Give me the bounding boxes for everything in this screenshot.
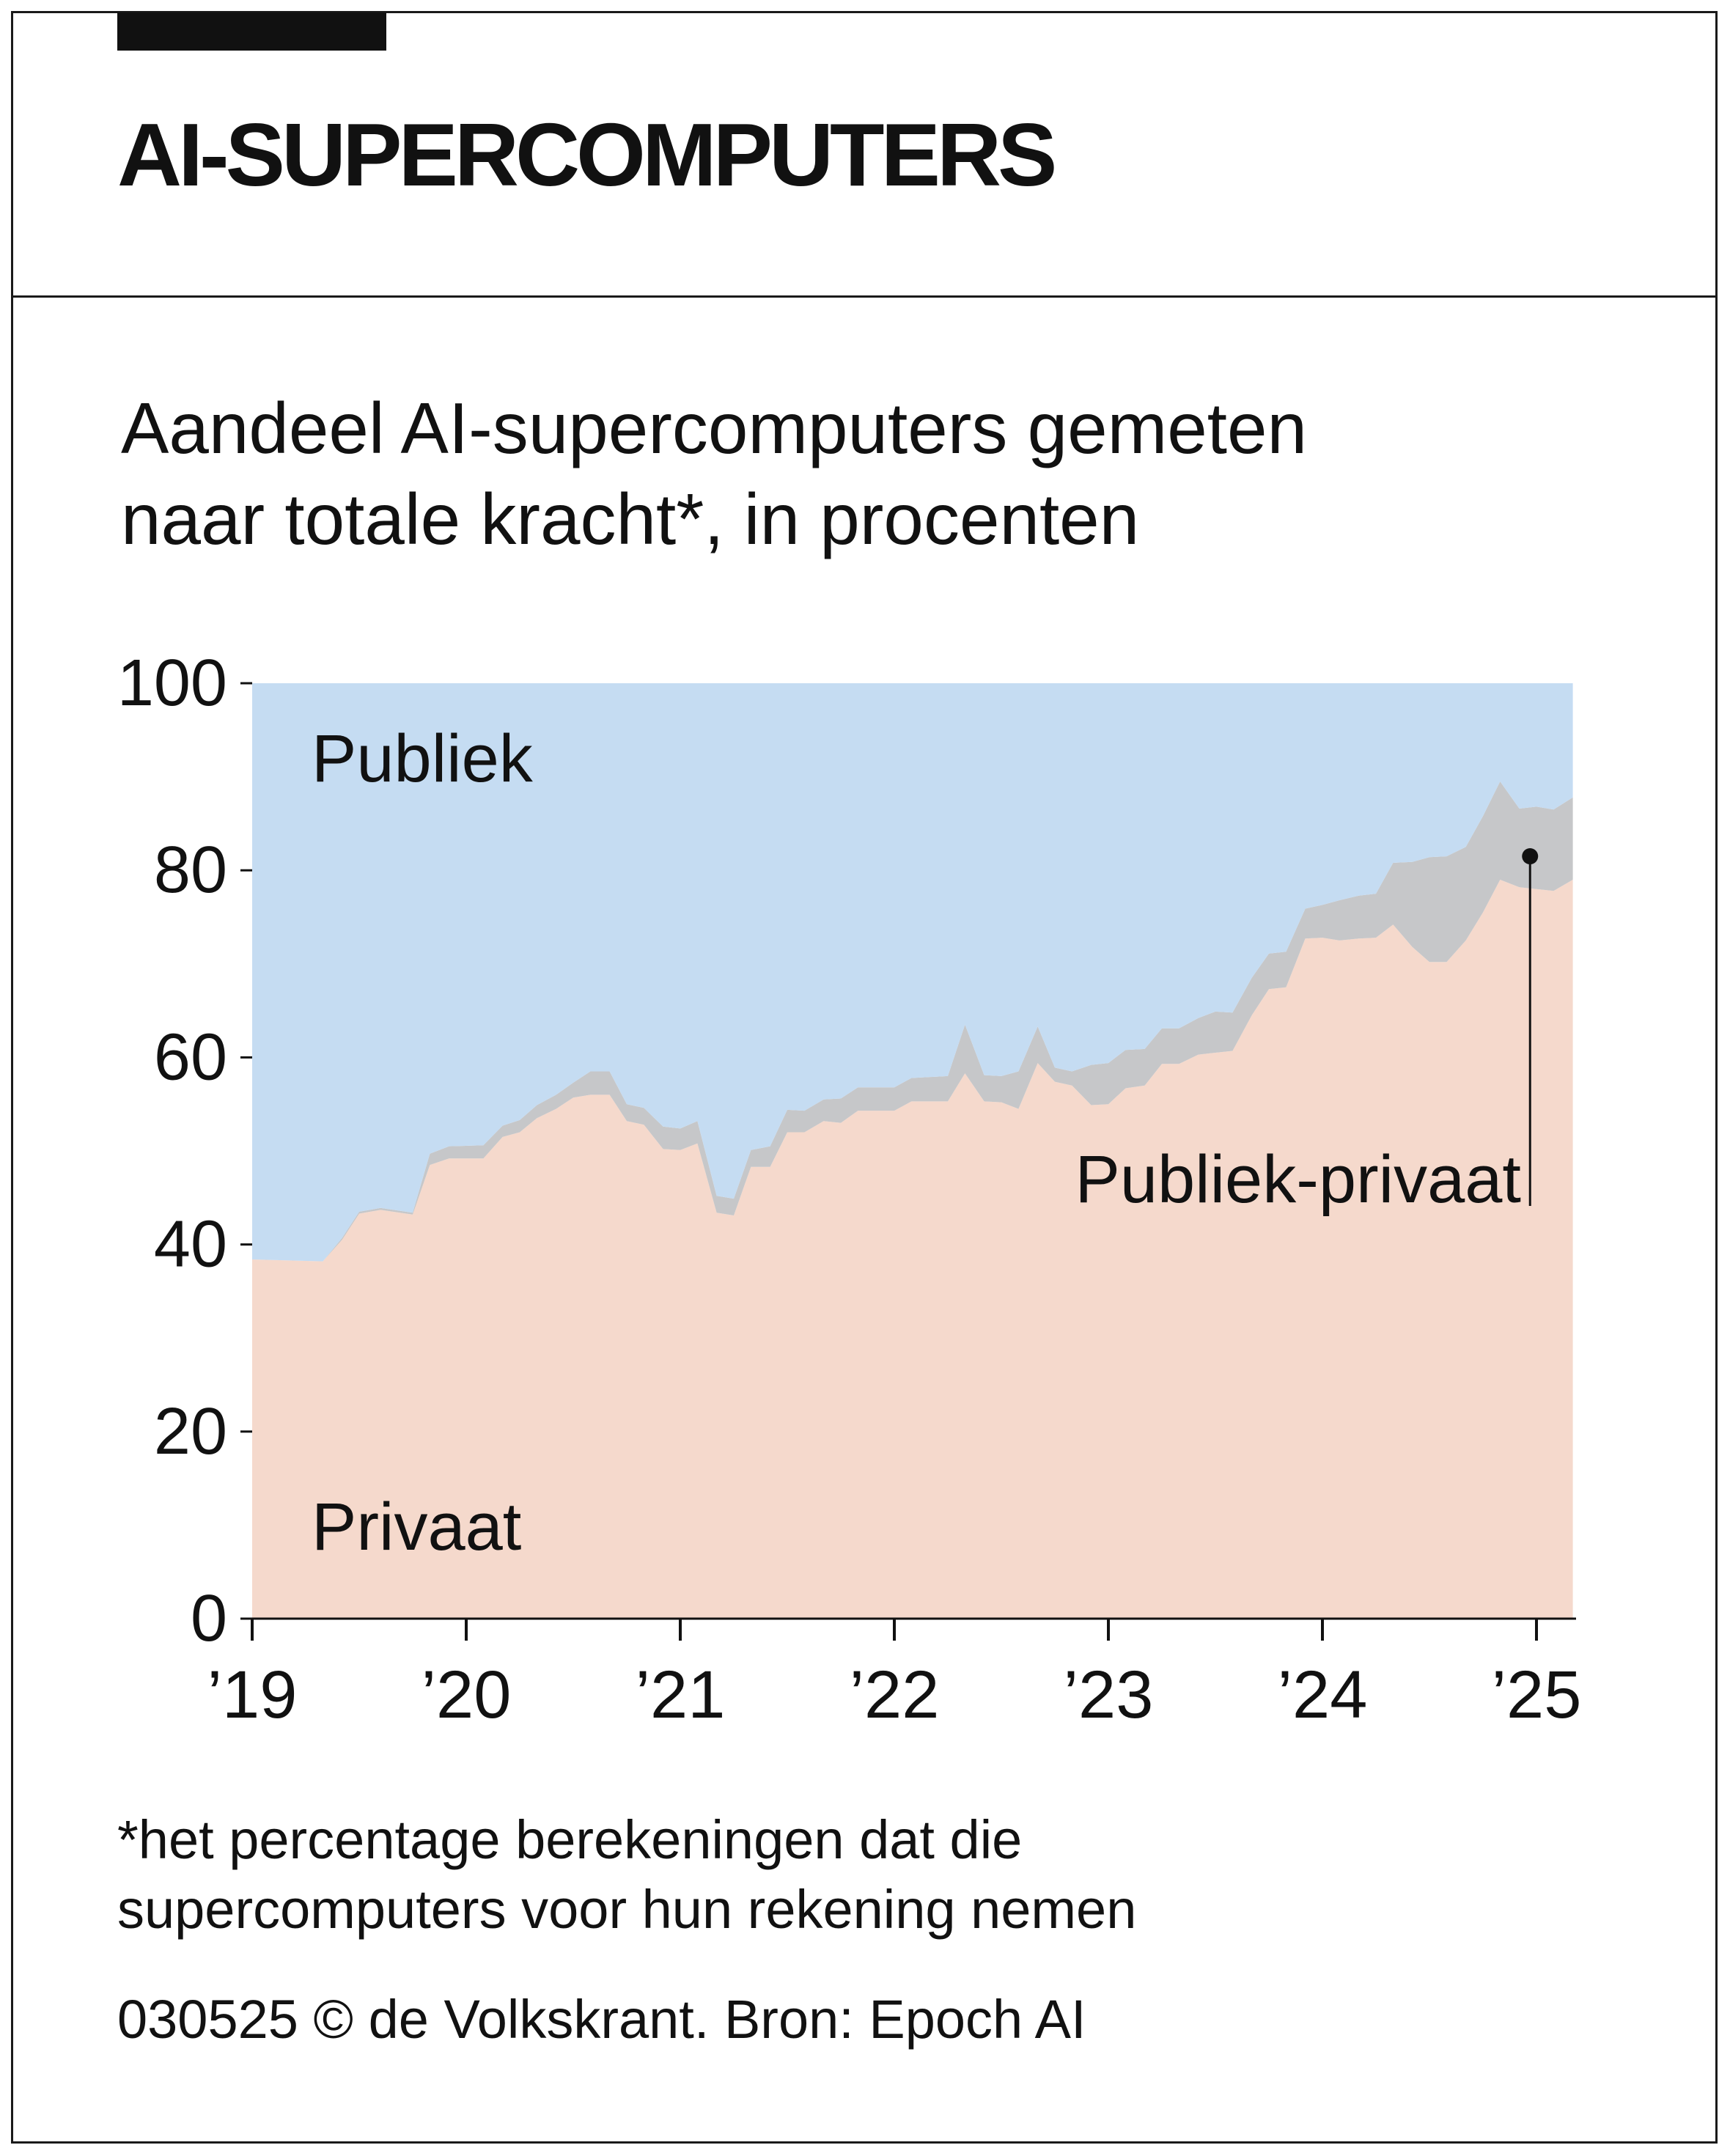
x-tick-label: ’19 xyxy=(207,1658,298,1732)
y-tick-label: 60 xyxy=(154,1020,227,1094)
y-tick-label: 0 xyxy=(191,1582,227,1655)
x-tick-label: ’23 xyxy=(1064,1658,1154,1732)
header-divider xyxy=(11,295,1718,298)
chart-axes: 0 20 40 60 80 100 ’19 ’20 ’21 ’22 ’23 ’24 ’25 xyxy=(117,647,1582,1732)
source-credit: 030525 © de Volkskrant. Bron: Epoch AI xyxy=(117,1989,1086,2050)
footnote-line-2: supercomputers voor hun rekening nemen xyxy=(117,1879,1137,1940)
y-tick-label: 80 xyxy=(154,834,227,907)
x-tick-label: ’25 xyxy=(1492,1658,1582,1732)
chart-subtitle-line-1: Aandeel AI-supercomputers gemeten xyxy=(121,388,1307,468)
area-label-privaat: Privaat xyxy=(312,1490,521,1564)
y-tick-label: 100 xyxy=(117,647,227,720)
chart-subtitle: Aandeel AI-supercomputers gemeten naar t… xyxy=(121,383,1660,564)
chart-areas xyxy=(252,683,1573,1619)
y-tick-label: 20 xyxy=(154,1395,227,1468)
x-tick-label: ’24 xyxy=(1278,1658,1368,1732)
chart-subtitle-line-2: naar totale kracht*, in procenten xyxy=(121,479,1140,559)
area-publiek xyxy=(252,683,1573,1262)
callout-dot xyxy=(1522,848,1539,865)
area-privaat xyxy=(252,880,1573,1619)
card-frame xyxy=(11,11,1718,2144)
x-tick-label: ’22 xyxy=(850,1658,940,1732)
footnote-line-1: *het percentage berekeningen dat die xyxy=(117,1809,1023,1870)
header-accent-bar xyxy=(117,12,386,51)
footnote: *het percentage berekeningen dat die sup… xyxy=(117,1805,1657,1944)
y-tick-label: 40 xyxy=(154,1208,227,1281)
x-tick-label: ’21 xyxy=(636,1658,726,1732)
x-tick-label: ’20 xyxy=(422,1658,512,1732)
area-label-publiek: Publiek xyxy=(312,721,534,796)
area-label-publiek-privaat: Publiek-privaat xyxy=(1075,1142,1521,1217)
page-title: AI-SUPERCOMPUTERS xyxy=(117,105,1057,205)
chart-area-labels: Publiek Privaat Publiek-privaat xyxy=(312,721,1539,1564)
